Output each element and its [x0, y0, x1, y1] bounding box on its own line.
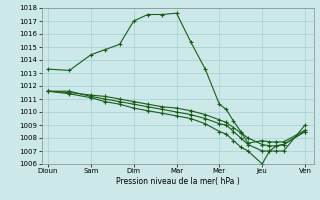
X-axis label: Pression niveau de la mer( hPa ): Pression niveau de la mer( hPa ) [116, 177, 239, 186]
